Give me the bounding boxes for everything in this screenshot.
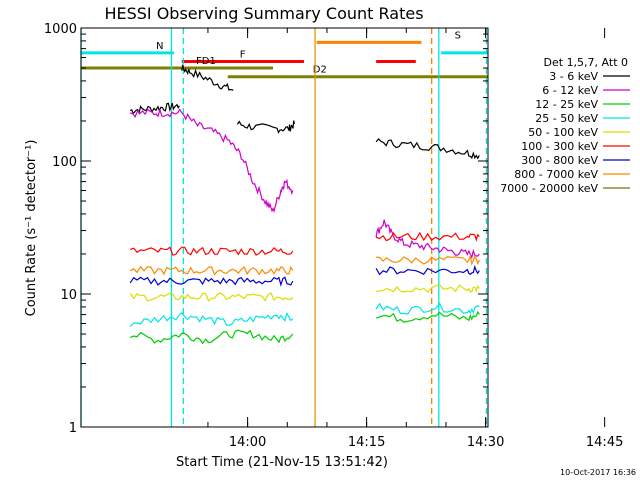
flag-bars: N S F FD1 D2 [81,30,488,79]
y-axis-label: Count Rate (s⁻¹ detector⁻¹) [24,140,39,317]
x-tick-label: 14:15 [348,435,385,450]
series-line [375,264,480,276]
legend-title: Det 1,5,7, Att 0 [544,56,628,69]
legend-label: 12 - 25 keV [535,98,598,111]
series-line [375,310,480,323]
flag-label: N [156,41,163,52]
x-tick-label: 14:30 [467,435,504,450]
flag-label: S [455,30,461,41]
x-axis-label: Start Time (21-Nov-15 13:51:42) [176,455,388,470]
series-line [376,253,480,266]
vertical-lines [80,28,488,427]
legend-label: 25 - 50 keV [535,112,598,125]
series-line [130,107,294,214]
legend-label: 50 - 100 keV [528,126,598,139]
series-line [375,231,480,242]
series-line [129,329,294,345]
legend-label: 6 - 12 keV [542,84,598,97]
series-line [375,138,480,160]
series-line [375,219,480,260]
y-tick-label: 1 [69,421,77,436]
series-line [236,120,295,134]
footer-date: 10-Oct-2017 16:36 [560,468,636,477]
series-line [129,276,294,287]
flag-label: FD1 [196,56,216,67]
legend-label: 300 - 800 keV [521,154,598,167]
legend-label: 7000 - 20000 keV [500,182,598,195]
series-lines [129,64,480,345]
legend-label: 100 - 300 keV [521,140,598,153]
series-line [129,265,294,276]
series-line [130,246,294,256]
y-tick-label: 100 [52,155,77,170]
legend-label: 800 - 7000 keV [514,168,598,181]
flag-label: F [240,49,246,60]
y-tick-label: 1000 [44,22,77,37]
flag-label: D2 [313,65,327,76]
y-axis-ticks: 1 10 100 1000 [44,22,488,436]
x-tick-label: 14:45 [586,435,623,450]
x-tick-label: 14:00 [229,435,266,450]
chart-title: HESSI Observing Summary Count Rates [104,4,423,23]
series-line [129,311,294,328]
series-line [129,292,294,302]
legend-label: 3 - 6 keV [549,70,598,83]
y-tick-label: 10 [60,288,77,303]
plot-frame [80,27,489,428]
series-line [375,302,480,315]
series-line [376,284,480,293]
series-line [181,64,234,91]
